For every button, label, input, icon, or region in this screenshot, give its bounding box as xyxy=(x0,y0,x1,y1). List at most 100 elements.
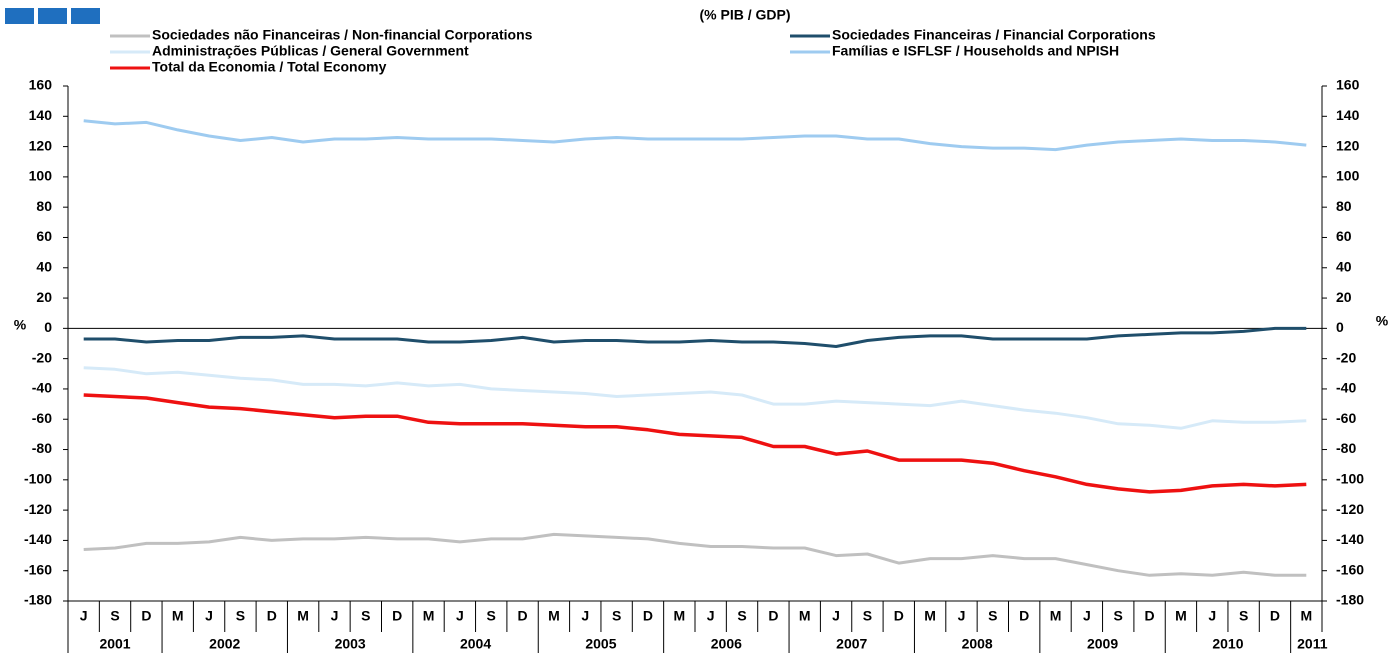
x-tick-label: S xyxy=(1114,608,1123,624)
y2-tick-label: 100 xyxy=(1336,168,1360,184)
y2-tick-label: 60 xyxy=(1336,228,1352,244)
x-tick-label: D xyxy=(1145,608,1155,624)
y-tick-label: 20 xyxy=(36,289,52,305)
y-tick-label: 120 xyxy=(29,137,53,153)
x-tick-label: M xyxy=(297,608,309,624)
legend-label: Famílias e ISFLSF / Households and NPISH xyxy=(832,43,1119,59)
year-label: 2009 xyxy=(1087,636,1118,652)
y2-tick-label: 0 xyxy=(1336,319,1344,335)
x-tick-label: D xyxy=(1270,608,1280,624)
year-label: 2003 xyxy=(335,636,366,652)
x-tick-label: J xyxy=(832,608,840,624)
logo-block xyxy=(38,8,67,24)
y2-tick-label: -120 xyxy=(1336,501,1364,517)
y-tick-label: -20 xyxy=(32,349,52,365)
x-tick-label: S xyxy=(863,608,872,624)
x-tick-label: D xyxy=(392,608,402,624)
x-tick-label: S xyxy=(1239,608,1248,624)
y-tick-label: -140 xyxy=(24,531,52,547)
y2-tick-label: -180 xyxy=(1336,592,1364,608)
y-axis-label: % xyxy=(14,317,27,333)
y-tick-label: 60 xyxy=(36,228,52,244)
y-tick-label: -120 xyxy=(24,501,52,517)
year-label: 2011 xyxy=(1297,636,1328,652)
y-tick-label: 160 xyxy=(29,77,53,93)
x-tick-label: J xyxy=(331,608,339,624)
x-tick-label: D xyxy=(267,608,277,624)
x-tick-label: M xyxy=(1050,608,1062,624)
year-label: 2004 xyxy=(460,636,491,652)
y-tick-label: 0 xyxy=(44,319,52,335)
x-tick-label: S xyxy=(110,608,119,624)
x-tick-label: J xyxy=(205,608,213,624)
x-tick-label: S xyxy=(361,608,370,624)
y2-tick-label: 120 xyxy=(1336,137,1360,153)
y2-tick-label: -60 xyxy=(1336,410,1356,426)
y2-tick-label: -140 xyxy=(1336,531,1364,547)
series-line xyxy=(83,532,1307,577)
chart-subtitle: (% PIB / GDP) xyxy=(699,7,790,23)
x-tick-label: J xyxy=(1083,608,1091,624)
x-tick-label: S xyxy=(737,608,746,624)
x-tick-label: J xyxy=(456,608,464,624)
series-line xyxy=(83,366,1307,430)
y-tick-label: -40 xyxy=(32,380,52,396)
x-tick-label: D xyxy=(1019,608,1029,624)
y-tick-label: 100 xyxy=(29,168,53,184)
y2-tick-label: -160 xyxy=(1336,561,1364,577)
series-line xyxy=(83,326,1307,348)
x-tick-label: D xyxy=(768,608,778,624)
x-tick-label: J xyxy=(958,608,966,624)
year-label: 2010 xyxy=(1212,636,1243,652)
series-line xyxy=(83,393,1307,494)
x-tick-label: S xyxy=(236,608,245,624)
x-tick-label: M xyxy=(172,608,184,624)
legend-label: Administrações Públicas / General Govern… xyxy=(152,43,469,59)
x-tick-label: M xyxy=(548,608,560,624)
series-line xyxy=(83,119,1307,152)
x-tick-label: M xyxy=(924,608,936,624)
year-label: 2007 xyxy=(836,636,867,652)
x-tick-label: J xyxy=(1208,608,1216,624)
y2-tick-label: 140 xyxy=(1336,107,1360,123)
y2-tick-label: 20 xyxy=(1336,289,1352,305)
y-tick-label: -100 xyxy=(24,471,52,487)
year-label: 2002 xyxy=(209,636,240,652)
x-tick-label: M xyxy=(673,608,685,624)
x-tick-label: M xyxy=(423,608,435,624)
year-label: 2001 xyxy=(99,636,130,652)
y2-tick-label: 80 xyxy=(1336,198,1352,214)
x-tick-label: D xyxy=(141,608,151,624)
legend-label: Sociedades Financeiras / Financial Corpo… xyxy=(832,27,1156,43)
x-tick-label: S xyxy=(487,608,496,624)
x-tick-label: M xyxy=(1175,608,1187,624)
y2-tick-label: -20 xyxy=(1336,349,1356,365)
x-tick-label: D xyxy=(518,608,528,624)
y2-axis-label: % xyxy=(1376,313,1389,329)
y2-tick-label: 40 xyxy=(1336,258,1352,274)
y2-tick-label: -100 xyxy=(1336,471,1364,487)
year-label: 2005 xyxy=(585,636,616,652)
logo-block xyxy=(71,8,100,24)
x-tick-label: D xyxy=(643,608,653,624)
x-tick-label: D xyxy=(894,608,904,624)
y-tick-label: -180 xyxy=(24,592,52,608)
x-tick-label: S xyxy=(988,608,997,624)
y-tick-label: -60 xyxy=(32,410,52,426)
x-tick-label: J xyxy=(80,608,88,624)
logo-block xyxy=(5,8,34,24)
y-tick-label: 80 xyxy=(36,198,52,214)
legend-label: Sociedades não Financeiras / Non-financi… xyxy=(152,27,533,43)
legend-label: Total da Economia / Total Economy xyxy=(152,59,387,75)
year-label: 2008 xyxy=(962,636,993,652)
year-label: 2006 xyxy=(711,636,742,652)
x-tick-label: M xyxy=(1300,608,1312,624)
y-tick-label: 140 xyxy=(29,107,53,123)
y-tick-label: 40 xyxy=(36,258,52,274)
x-tick-label: M xyxy=(799,608,811,624)
x-tick-label: J xyxy=(581,608,589,624)
x-tick-label: S xyxy=(612,608,621,624)
y-tick-label: -80 xyxy=(32,440,52,456)
y-tick-label: -160 xyxy=(24,561,52,577)
